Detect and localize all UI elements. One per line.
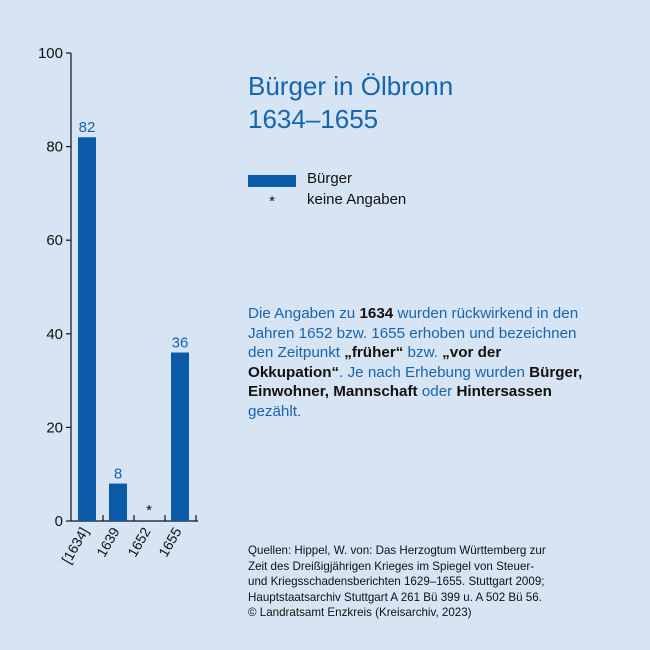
data-label: 8 (114, 466, 122, 483)
legend-marker-star: * (269, 193, 275, 210)
note-bold: „früher“ (344, 344, 404, 362)
sources-line: © Landratsamt Enzkreis (Kreisarchiv, 202… (248, 606, 472, 620)
note-bold: 1634 (359, 305, 394, 322)
legend-label-buerger: Bürger (307, 170, 353, 187)
sources-line: und Kriegsschadensberichten 1629–1655. S… (248, 575, 545, 589)
y-tick-label: 0 (55, 513, 63, 530)
y-tick-label: 60 (46, 232, 63, 249)
note-bold: „vor der Okkupation“ (248, 344, 502, 381)
bar-chart: 0 20 40 60 80 100 82 [1634] 8 1639 * 1652 36 1655 (38, 45, 198, 567)
explanatory-note: Die Angaben zu 1634 wurden rückwirkend i… (248, 304, 593, 422)
sources-line: Quellen: Hippel, W. von: Das Herzogtum W… (248, 544, 546, 557)
chart-title-line2: 1634–1655 (248, 104, 379, 134)
legend-label-keine-angaben: keine Angaben (307, 191, 407, 208)
no-data-marker: * (146, 502, 152, 519)
note-text: gezählt. (248, 402, 302, 420)
legend-swatch-buerger (248, 175, 296, 187)
note-text: wurden rückwirkend in den Jahren 1652 bz… (248, 305, 579, 362)
bar (78, 137, 96, 522)
chart-title: Bürger in Ölbronn 1634–1655 (248, 70, 453, 136)
x-tick-label: 1655 (155, 524, 185, 559)
note-text: . Je nach Erhebung wurden (339, 363, 530, 381)
chart-title-line1: Bürger in Ölbronn (248, 71, 454, 101)
y-tick-label: 20 (46, 419, 63, 436)
x-tick-label: [1634] (58, 525, 91, 567)
note-text: Die Angaben zu (248, 305, 360, 322)
bar (171, 352, 189, 521)
note-text: bzw. (403, 344, 443, 362)
note-bold: Bürger, Einwohner, Mannschaft (248, 363, 583, 401)
y-tick-label: 40 (46, 326, 63, 343)
bar (109, 483, 127, 521)
x-tick-label: 1639 (93, 524, 123, 559)
sources-line: Zeit des Dreißigjährigen Krieges im Spie… (248, 559, 535, 573)
sources-line: Hauptstaatsarchiv Stuttgart A 261 Bü 399… (248, 590, 542, 604)
y-tick-label: 80 (46, 139, 63, 156)
data-label: 82 (79, 119, 96, 136)
note-text: oder (417, 383, 457, 401)
note-bold: Hintersassen (456, 383, 552, 401)
x-tick-label: 1652 (124, 524, 154, 559)
y-tick-label: 100 (38, 45, 63, 62)
data-label: 36 (172, 335, 189, 352)
sources: Quellen: Hippel, W. von: Das Herzogtum W… (248, 543, 593, 621)
